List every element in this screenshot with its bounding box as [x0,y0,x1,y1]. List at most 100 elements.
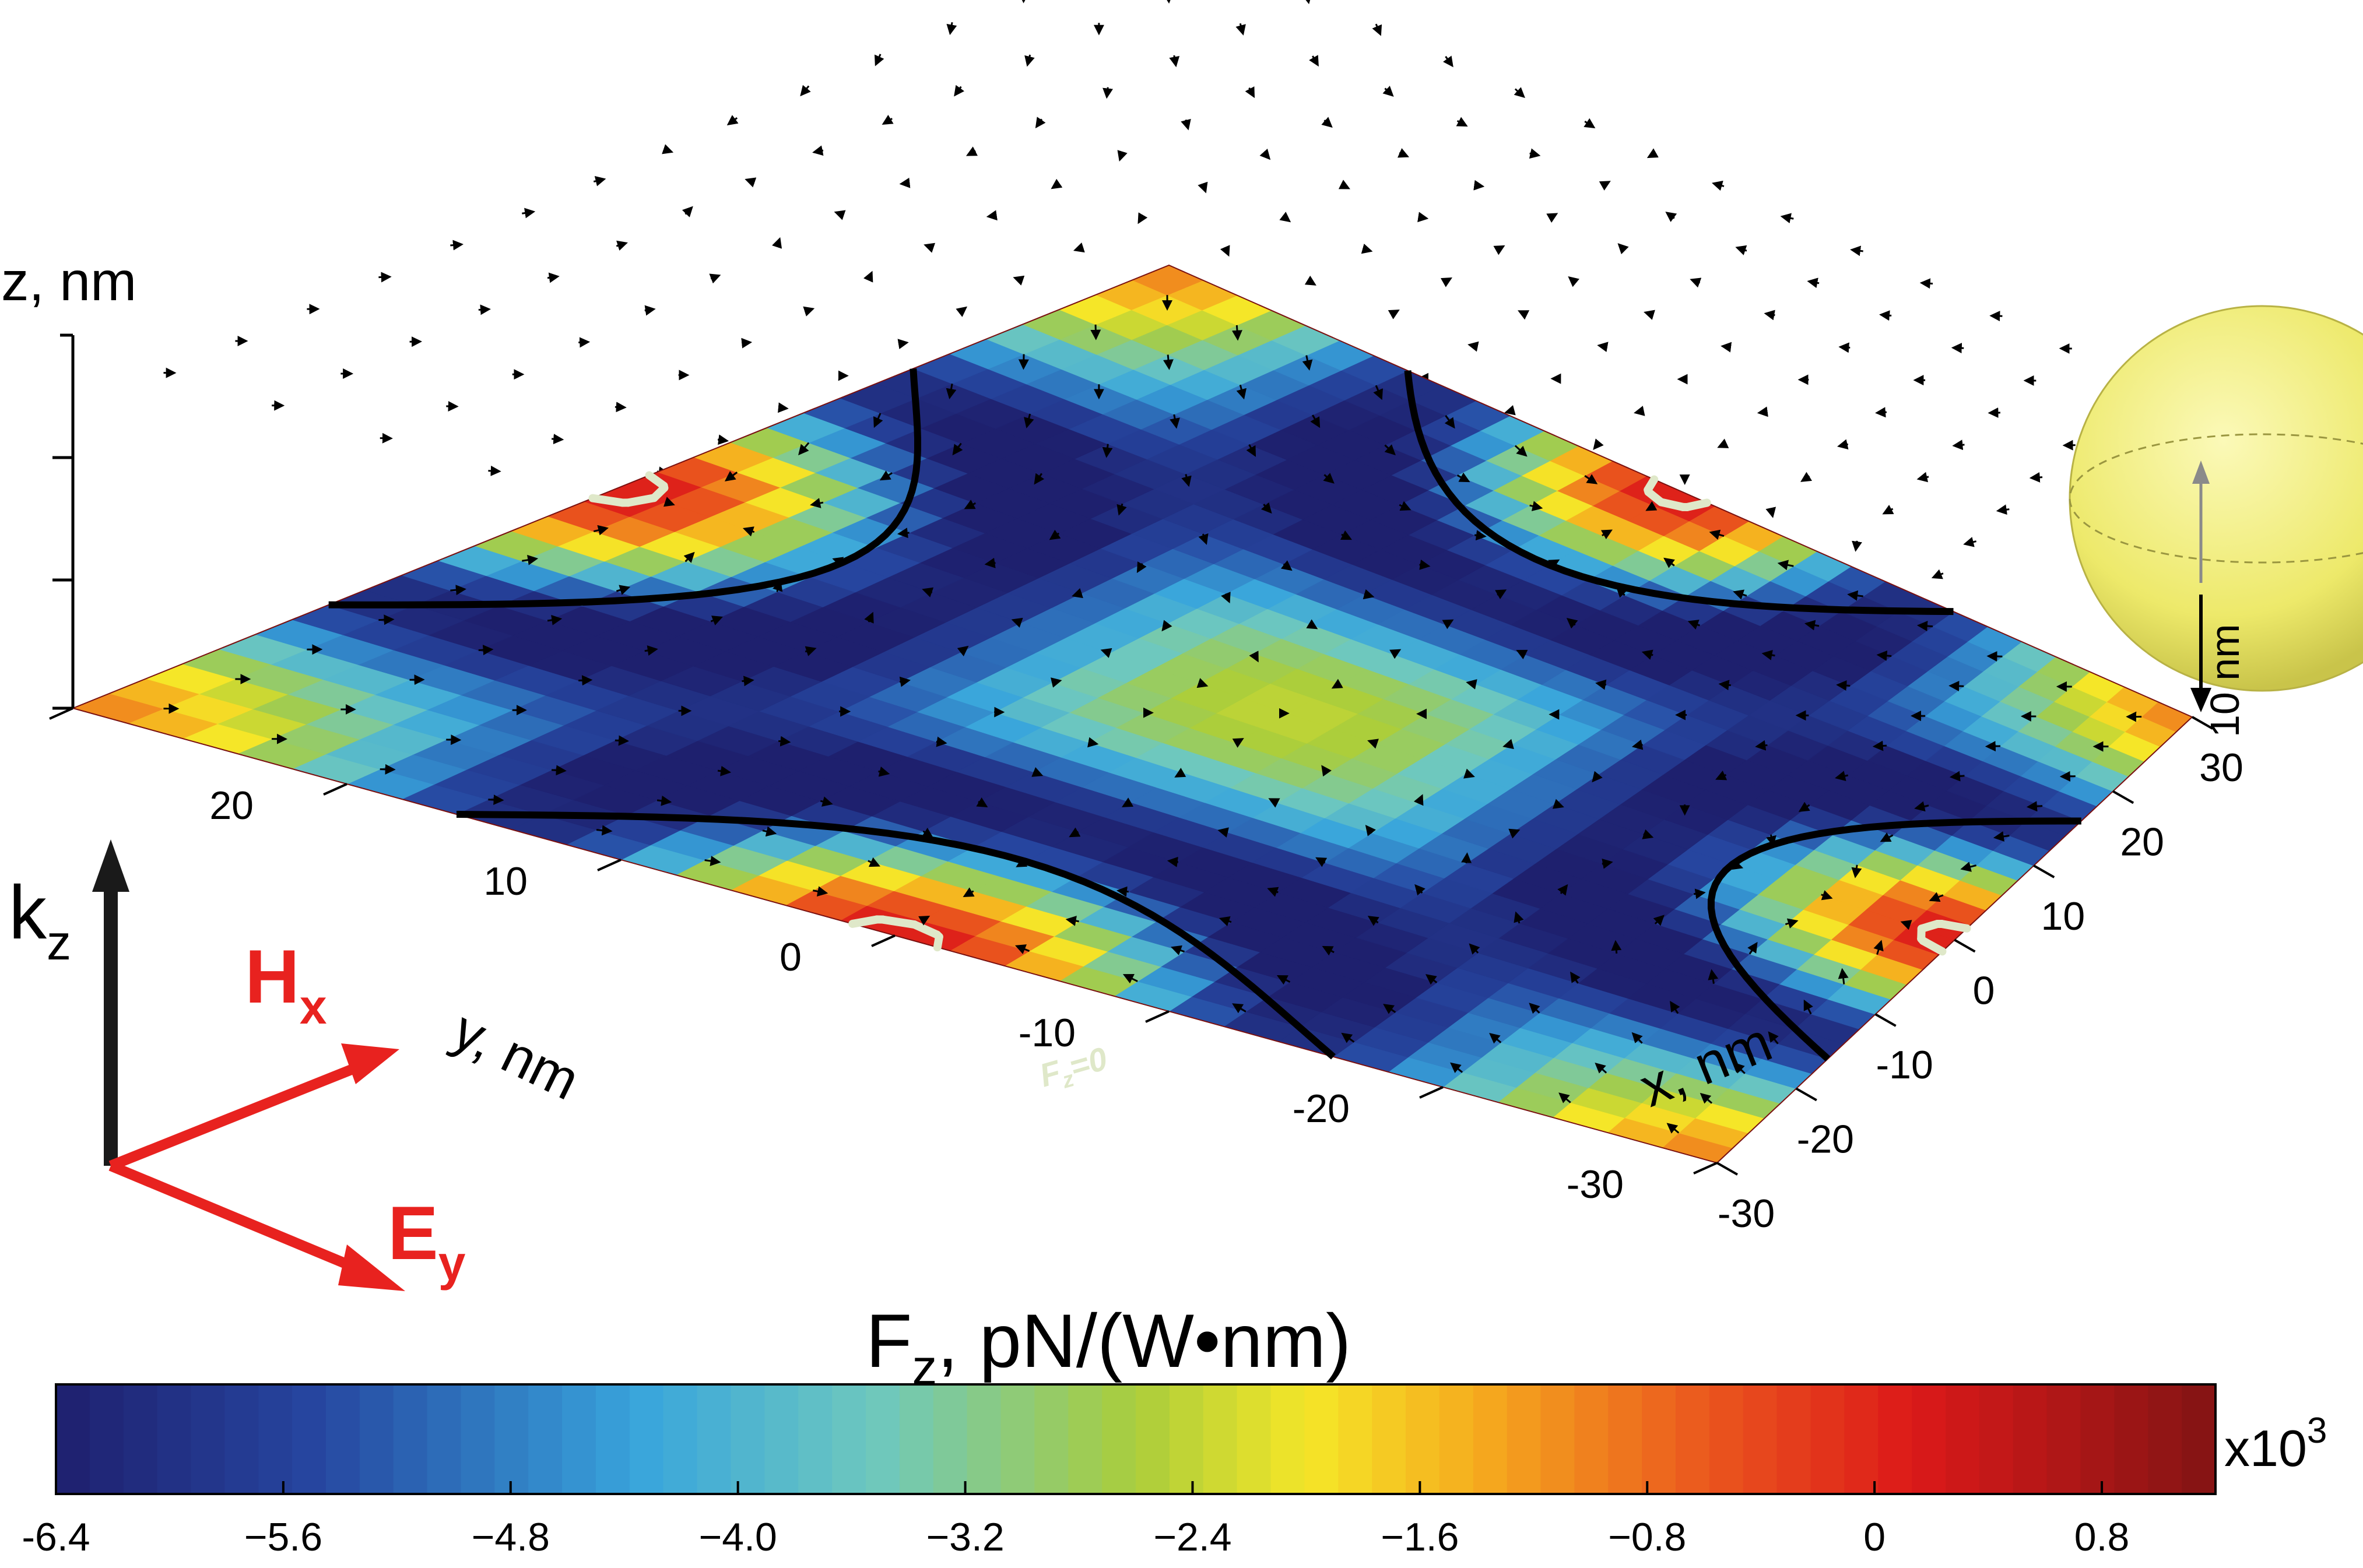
force-arrow [1595,1062,1607,1074]
force-arrow [810,498,824,508]
y-axis-tick [323,783,347,796]
force-arrow [1087,737,1099,748]
force-arrow [832,557,844,567]
colorbar-cell [1810,1384,1845,1494]
force-arrow-upper [522,208,536,219]
force-arrow [1600,529,1613,540]
force-arrow [1444,415,1455,429]
force-arrow-upper [1235,23,1246,36]
force-arrow [1514,445,1528,457]
force-arrow [1413,794,1424,806]
colorbar-cell [731,1384,766,1494]
force-arrow [873,413,883,428]
contour-segment [878,915,919,929]
force-arrow [1993,831,2010,842]
colorbar-cell [866,1384,900,1494]
force-arrow-upper [1073,242,1085,253]
force-arrow [1217,827,1229,838]
force-arrow-upper [1301,0,1312,5]
force-arrow-upper [1529,148,1541,159]
colorbar-cell [461,1384,496,1494]
colorbar-cell [1776,1384,1811,1494]
force-arrow [1548,559,1560,569]
force-arrow [820,796,833,807]
force-arrow-upper [1035,117,1046,129]
force-arrow-upper [778,402,789,413]
colorbar-cell [292,1384,326,1494]
contour-segment [1683,498,1711,511]
force-arrow [1246,444,1256,457]
colorbar-cell [1473,1384,1508,1494]
force-arrow [1821,890,1833,901]
force-arrow-upper [954,85,965,97]
force-arrow-upper [1764,310,1775,321]
colorbar-cell [1642,1384,1676,1494]
force-arrow [1847,590,1863,601]
colorbar-cell [427,1384,462,1494]
force-arrow [1034,473,1045,485]
y-axis-tick [871,934,896,947]
z-axis-label: z, nm [1,251,136,312]
force-arrow [963,887,975,898]
force-arrow [1163,354,1174,370]
force-arrow [778,736,791,747]
colorbar-cell [1406,1384,1440,1494]
force-arrow [1102,444,1113,458]
force-arrow [1733,589,1747,600]
force-arrow [1315,857,1328,867]
force-arrow [1960,862,1977,872]
force-arrow-upper [1690,277,1702,288]
colorbar-cell [1304,1384,1339,1494]
force-arrow [1373,385,1383,400]
force-arrow-upper [1169,55,1180,68]
force-arrow-upper [1024,54,1035,67]
x-axis-tick-label: -30 [1718,1191,1775,1236]
force-arrow-upper [552,434,564,445]
force-arrow-upper [1504,405,1516,416]
force-arrow [1121,797,1134,807]
force-arrow [1171,945,1185,955]
force-arrow [1489,1033,1502,1044]
force-arrow [1916,621,1933,631]
force-arrow [1502,739,1514,750]
force-arrow [1616,586,1628,598]
force-arrow [1232,1003,1247,1014]
colorbar-cell [1338,1384,1373,1494]
force-arrow [1880,832,1894,842]
force-arrow [762,826,777,837]
force-arrow [1611,940,1622,954]
colorbar-cell [899,1384,934,1494]
force-arrow [1557,884,1568,896]
colorbar-cell [1844,1384,1879,1494]
colorbar-cell [933,1384,968,1494]
force-arrow-upper [1440,277,1452,287]
force-arrow [2026,801,2043,812]
force-arrow-upper [1807,277,1820,289]
force-arrow-upper [1321,117,1333,128]
force-arrow-upper [1765,507,1776,518]
y-axis-tick-label: 20 [209,783,254,828]
force-arrow [1873,940,1884,955]
force-arrow-upper [863,270,873,283]
force-arrow [1851,864,1862,878]
colorbar-cell [562,1384,596,1494]
y-axis-tick-label: -30 [1567,1162,1624,1207]
force-arrow-upper [946,22,957,36]
force-arrow [1161,620,1172,632]
force-arrow-upper [741,337,753,349]
force-arrow [1985,741,2000,752]
force-arrow [1050,677,1062,688]
colorbar-cell [393,1384,428,1494]
force-arrow [724,470,738,481]
force-arrow [1715,770,1728,781]
force-arrow-upper [1996,504,2010,515]
force-arrow [1450,1062,1463,1073]
y-axis-tick-label: 10 [483,859,528,903]
colorbar-cell [764,1384,799,1494]
colorbar-cell [1169,1384,1204,1494]
force-arrow [1570,971,1581,984]
force-arrow [1645,501,1658,511]
force-arrow-upper [1916,472,1929,483]
x-axis-tick [1954,938,1976,953]
force-arrow [1116,503,1127,516]
